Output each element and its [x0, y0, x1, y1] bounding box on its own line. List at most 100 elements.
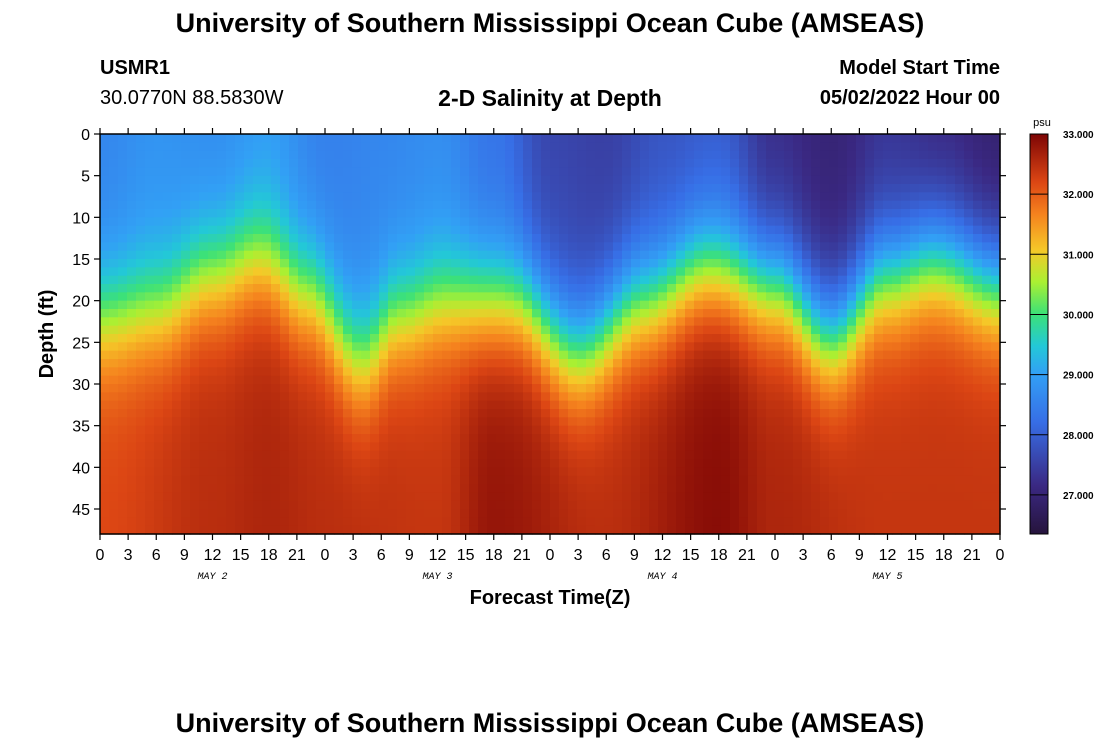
heatmap-cell: [505, 492, 515, 502]
heatmap-cell: [478, 317, 488, 327]
heatmap-cell: [280, 259, 290, 268]
heatmap-cell: [145, 442, 155, 452]
heatmap-cell: [595, 334, 605, 343]
heatmap-cell: [118, 359, 128, 368]
heatmap-cell: [550, 475, 560, 485]
heatmap-cell: [910, 500, 920, 510]
heatmap-cell: [586, 234, 596, 243]
heatmap-cell: [487, 375, 497, 385]
heatmap-cell: [352, 434, 362, 443]
heatmap-cell: [991, 242, 1001, 252]
heatmap-cell: [568, 342, 578, 352]
heatmap-cell: [865, 342, 875, 352]
heatmap-cell: [901, 450, 911, 460]
heatmap-cell: [973, 175, 983, 185]
heatmap-cell: [640, 500, 650, 510]
heatmap-cell: [973, 492, 983, 502]
x-tick-label: 0: [771, 547, 780, 564]
heatmap-cell: [469, 134, 479, 143]
heatmap-cell: [298, 225, 308, 235]
heatmap-cell: [703, 200, 713, 210]
heatmap-cell: [685, 359, 695, 368]
heatmap-cell: [442, 359, 452, 368]
heatmap-cell: [550, 184, 560, 193]
heatmap-cell: [298, 292, 308, 302]
heatmap-cell: [433, 225, 443, 235]
heatmap-cell: [586, 184, 596, 193]
heatmap-cell: [991, 359, 1001, 368]
heatmap-cell: [244, 500, 254, 510]
heatmap-cell: [910, 325, 920, 335]
heatmap-cell: [928, 292, 938, 302]
heatmap-cell: [946, 484, 956, 493]
heatmap-cell: [478, 209, 488, 218]
heatmap-cell: [964, 292, 974, 302]
heatmap-cell: [244, 184, 254, 193]
heatmap-cell: [253, 192, 263, 202]
heatmap-cell: [928, 184, 938, 193]
heatmap-cell: [883, 250, 893, 260]
heatmap-cell: [811, 409, 821, 418]
heatmap-cell: [370, 467, 380, 477]
heatmap-cell: [496, 375, 506, 385]
heatmap-cell: [802, 359, 812, 368]
heatmap-cell: [910, 142, 920, 152]
heatmap-cell: [199, 184, 209, 193]
heatmap-cell: [208, 309, 218, 318]
heatmap-cell: [838, 242, 848, 252]
heatmap-cell: [235, 467, 245, 477]
heatmap-cell: [802, 475, 812, 485]
heatmap-cell: [595, 434, 605, 443]
heatmap-cell: [253, 209, 263, 218]
heatmap-cell: [946, 317, 956, 327]
heatmap-cell: [856, 350, 866, 360]
heatmap-cell: [748, 309, 758, 318]
heatmap-cell: [793, 150, 803, 160]
heatmap-cell: [136, 184, 146, 193]
heatmap-cell: [748, 150, 758, 160]
heatmap-cell: [523, 300, 533, 310]
heatmap-cell: [145, 350, 155, 360]
heatmap-cell: [721, 409, 731, 418]
heatmap-cell: [325, 284, 335, 293]
heatmap-cell: [721, 242, 731, 252]
heatmap-cell: [928, 175, 938, 185]
heatmap-cell: [370, 225, 380, 235]
heatmap-cell: [163, 375, 173, 385]
heatmap-cell: [109, 509, 119, 518]
heatmap-cell: [199, 134, 209, 143]
heatmap-cell: [856, 450, 866, 460]
heatmap-cell: [109, 309, 119, 318]
heatmap-cell: [496, 509, 506, 518]
heatmap-cell: [703, 142, 713, 152]
heatmap-cell: [505, 459, 515, 468]
heatmap-cell: [109, 492, 119, 502]
heatmap-cell: [406, 492, 416, 502]
heatmap-cell: [235, 417, 245, 427]
heatmap-cell: [190, 367, 200, 377]
heatmap-cell: [514, 400, 524, 410]
heatmap-cell: [451, 142, 461, 152]
heatmap-cell: [712, 142, 722, 152]
heatmap-cell: [325, 209, 335, 218]
x-tick-label: 9: [180, 547, 189, 564]
heatmap-cell: [649, 309, 659, 318]
heatmap-cell: [145, 450, 155, 460]
heatmap-cell: [937, 242, 947, 252]
heatmap-cell: [784, 459, 794, 468]
heatmap-cell: [352, 250, 362, 260]
heatmap-cell: [721, 250, 731, 260]
heatmap-cell: [298, 300, 308, 310]
heatmap-cell: [442, 209, 452, 218]
heatmap-cell: [451, 400, 461, 410]
heatmap-cell: [838, 434, 848, 443]
heatmap-cell: [874, 375, 884, 385]
heatmap-cell: [928, 267, 938, 277]
heatmap-cell: [955, 267, 965, 277]
heatmap-cell: [262, 442, 272, 452]
heatmap-cell: [802, 425, 812, 435]
heatmap-cell: [379, 259, 389, 268]
heatmap-cell: [361, 367, 371, 377]
heatmap-cell: [172, 259, 182, 268]
heatmap-cell: [298, 134, 308, 143]
